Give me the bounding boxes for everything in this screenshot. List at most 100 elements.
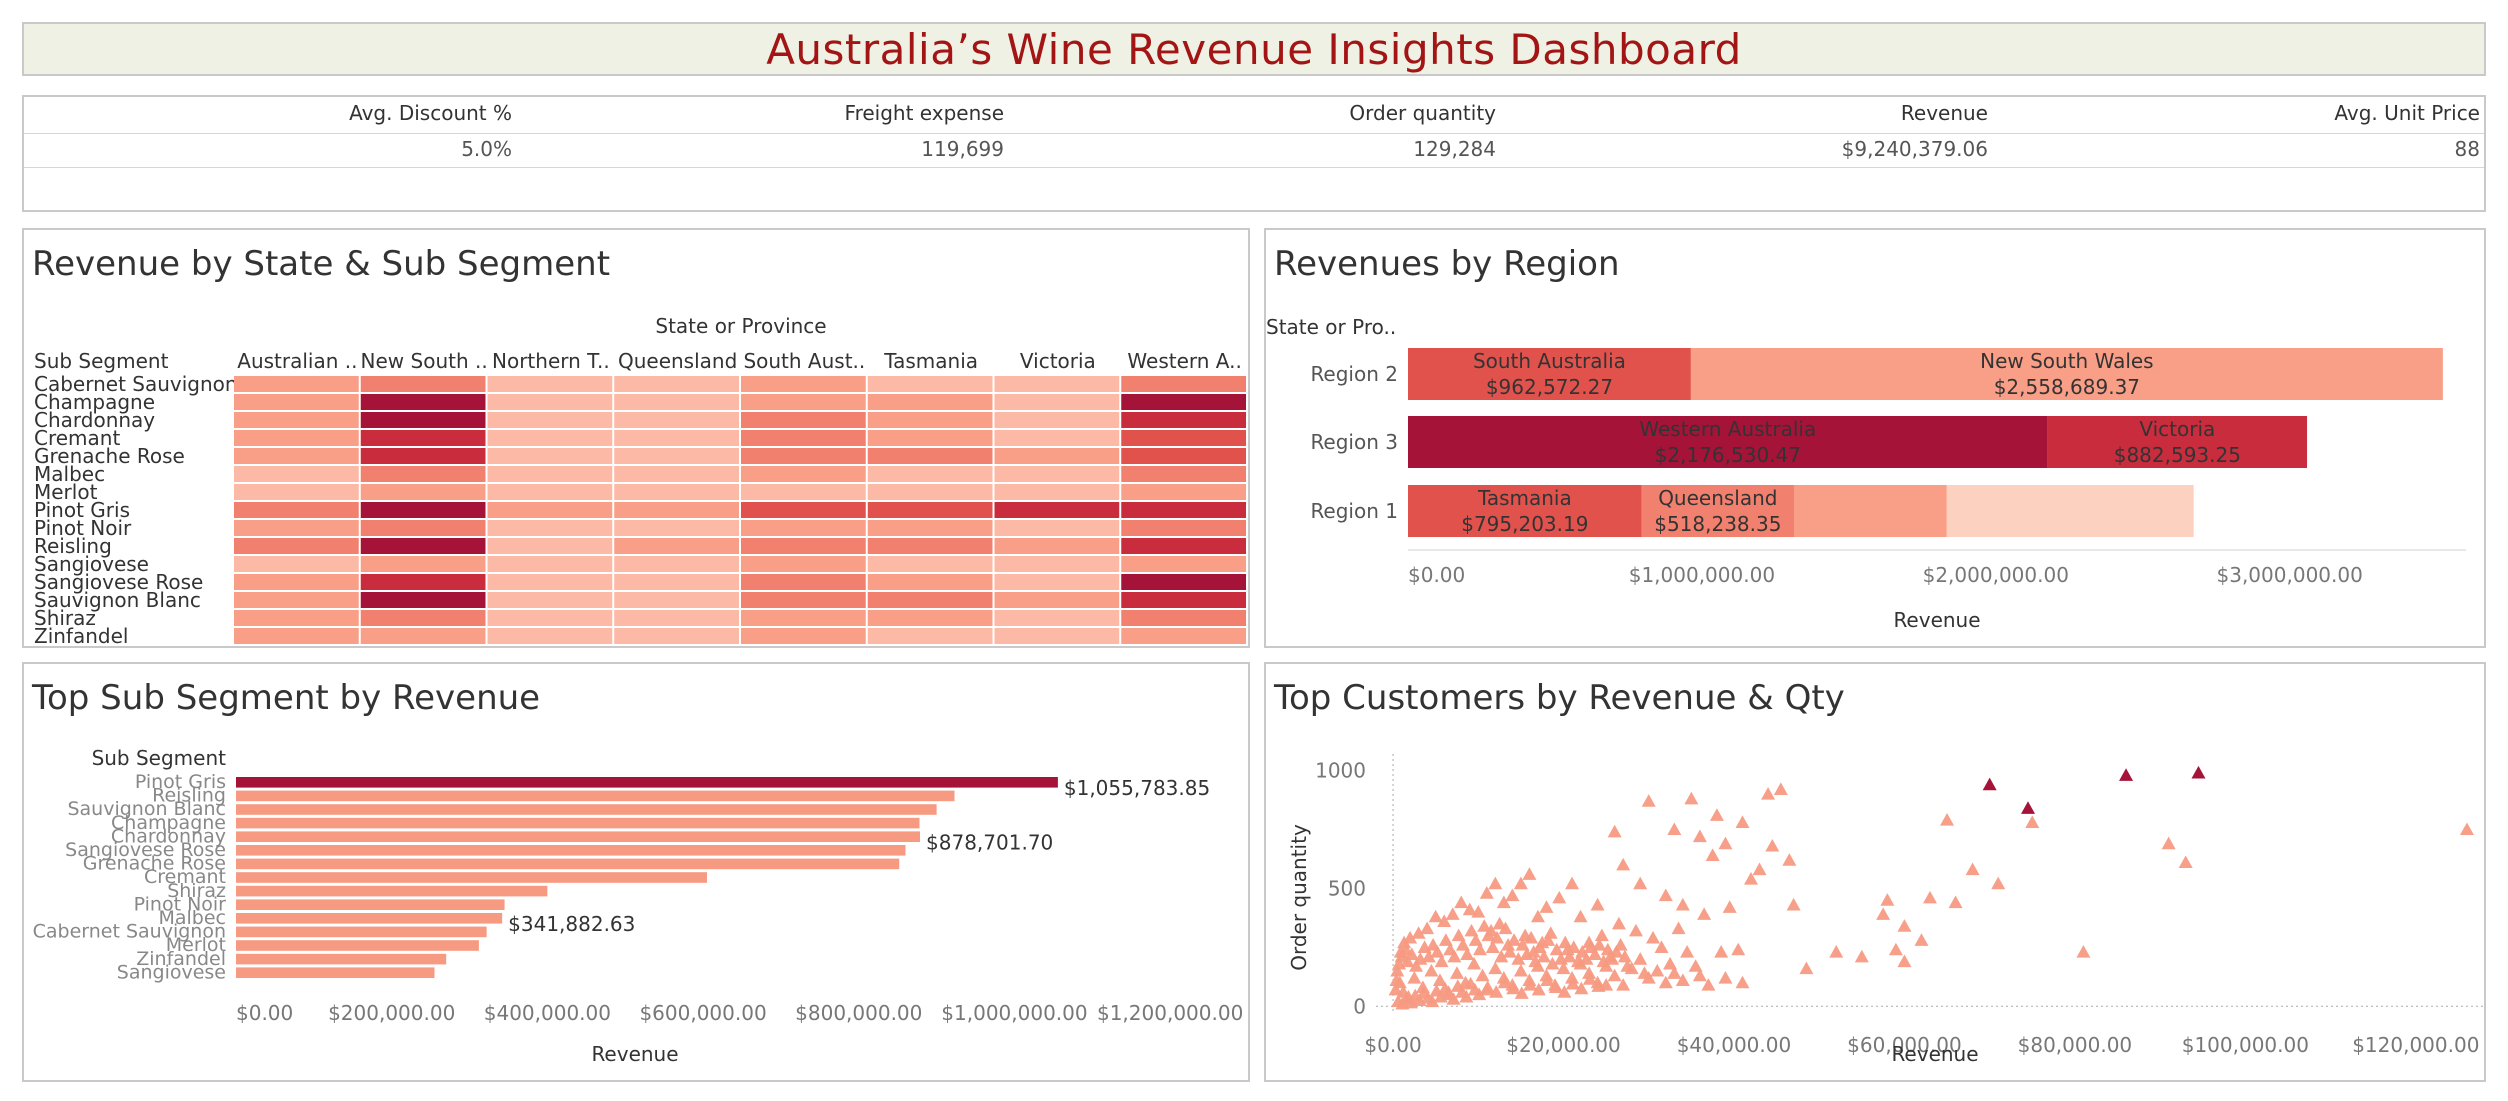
heatmap-cell[interactable]: [994, 538, 1120, 554]
heatmap-cell[interactable]: [867, 610, 993, 626]
customer-point[interactable]: [1705, 848, 1720, 861]
heatmap-cell[interactable]: [487, 484, 613, 500]
customer-point[interactable]: [1494, 949, 1509, 963]
heatmap-cell[interactable]: [994, 610, 1120, 626]
heatmap-cell[interactable]: [360, 520, 486, 536]
heatmap-cell[interactable]: [1121, 448, 1246, 464]
customer-point[interactable]: [1888, 942, 1903, 956]
customer-point[interactable]: [1421, 949, 1436, 963]
subsegment-bar[interactable]: [236, 804, 937, 815]
subsegment-bar[interactable]: [236, 817, 920, 829]
heatmap-cell[interactable]: [234, 412, 359, 428]
heatmap-cell[interactable]: [360, 574, 486, 590]
customer-point[interactable]: [1617, 949, 1632, 963]
heatmap-cell[interactable]: [234, 448, 359, 464]
customer-point[interactable]: [1459, 989, 1474, 1003]
customer-point[interactable]: [1532, 940, 1547, 953]
customer-point[interactable]: [1594, 928, 1609, 942]
heatmap-cell[interactable]: [741, 376, 866, 392]
customer-point[interactable]: [2459, 822, 2474, 836]
heatmap-cell[interactable]: [360, 466, 486, 482]
customer-point[interactable]: [1897, 954, 1912, 968]
customer-point[interactable]: [1613, 937, 1628, 951]
customer-point[interactable]: [1579, 952, 1594, 965]
customer-point[interactable]: [1540, 973, 1555, 986]
heatmap-cell[interactable]: [487, 574, 613, 590]
customer-point[interactable]: [1765, 838, 1780, 852]
heatmap-cell[interactable]: [234, 610, 359, 626]
heatmap-cell[interactable]: [487, 376, 613, 392]
heatmap-cell[interactable]: [487, 394, 613, 410]
customer-point[interactable]: [1671, 921, 1686, 935]
heatmap-cell[interactable]: [741, 592, 866, 608]
customer-point[interactable]: [1424, 963, 1439, 977]
customer-point[interactable]: [1530, 909, 1545, 923]
customer-point[interactable]: [1415, 980, 1430, 994]
heatmap-cell[interactable]: [360, 376, 486, 392]
customer-point[interactable]: [1773, 782, 1788, 795]
customer-point[interactable]: [1472, 942, 1487, 956]
region-bar-segment[interactable]: [1946, 485, 2194, 537]
customer-point[interactable]: [1549, 942, 1564, 956]
top-customer-point[interactable]: [2021, 801, 2036, 814]
heatmap-cell[interactable]: [994, 448, 1120, 464]
customer-point[interactable]: [1472, 987, 1487, 1001]
heatmap-chart[interactable]: State or Province Sub Segment Australian .…: [24, 230, 1248, 646]
heatmap-cell[interactable]: [1121, 520, 1246, 536]
customer-point[interactable]: [2025, 815, 2040, 828]
customer-point[interactable]: [1663, 956, 1678, 970]
customer-point[interactable]: [1393, 945, 1408, 958]
subsegment-bar[interactable]: [236, 777, 1058, 788]
customer-point[interactable]: [1701, 978, 1716, 991]
customer-point[interactable]: [1605, 952, 1620, 965]
heatmap-cell[interactable]: [614, 484, 739, 500]
heatmap-cell[interactable]: [994, 574, 1120, 590]
customer-point[interactable]: [1536, 949, 1551, 963]
heatmap-cell[interactable]: [994, 628, 1120, 644]
heatmap-cell[interactable]: [1121, 430, 1246, 446]
customer-point[interactable]: [1582, 972, 1597, 985]
heatmap-cell[interactable]: [994, 430, 1120, 446]
region-chart[interactable]: State or Pro.. Region 2 South Australia$96…: [1266, 230, 2484, 646]
kpi-order-quantity[interactable]: Order quantity 129,284: [24, 97, 1496, 169]
heatmap-cell[interactable]: [867, 430, 993, 446]
heatmap-cell[interactable]: [234, 538, 359, 554]
heatmap-cell[interactable]: [234, 430, 359, 446]
customer-point[interactable]: [1505, 888, 1520, 902]
customer-point[interactable]: [1592, 937, 1607, 951]
customer-point[interactable]: [1480, 980, 1495, 994]
customer-point[interactable]: [1462, 902, 1477, 916]
customer-point[interactable]: [1718, 970, 1733, 984]
customer-point[interactable]: [1675, 973, 1690, 986]
heatmap-cell[interactable]: [741, 448, 866, 464]
customer-point[interactable]: [1506, 981, 1521, 995]
customer-point[interactable]: [1496, 895, 1511, 909]
customer-point[interactable]: [1447, 949, 1462, 963]
heatmap-cell[interactable]: [360, 592, 486, 608]
heatmap-cell[interactable]: [487, 448, 613, 464]
customer-point[interactable]: [1628, 923, 1643, 937]
customer-point[interactable]: [1552, 890, 1567, 904]
heatmap-cell[interactable]: [487, 412, 613, 428]
customer-point[interactable]: [1667, 822, 1682, 836]
customer-point[interactable]: [1735, 975, 1750, 989]
subsegment-bar[interactable]: [236, 790, 955, 802]
heatmap-cell[interactable]: [614, 610, 739, 626]
heatmap-cell[interactable]: [994, 592, 1120, 608]
subsegment-bar[interactable]: [236, 913, 503, 924]
customer-point[interactable]: [1646, 930, 1660, 944]
heatmap-cell[interactable]: [1121, 466, 1246, 482]
heatmap-cell[interactable]: [487, 610, 613, 626]
customer-point[interactable]: [1565, 976, 1580, 990]
heatmap-cell[interactable]: [487, 520, 613, 536]
customer-point[interactable]: [1684, 791, 1699, 805]
customer-point[interactable]: [1611, 916, 1626, 930]
heatmap-cell[interactable]: [487, 430, 613, 446]
region-bar-segment[interactable]: [2047, 416, 2308, 468]
customer-point[interactable]: [1718, 836, 1733, 850]
customer-point[interactable]: [1455, 937, 1470, 951]
heatmap-cell[interactable]: [1121, 592, 1246, 608]
customer-point[interactable]: [1445, 907, 1460, 920]
customer-point[interactable]: [1600, 942, 1615, 956]
customer-point[interactable]: [1490, 930, 1505, 944]
